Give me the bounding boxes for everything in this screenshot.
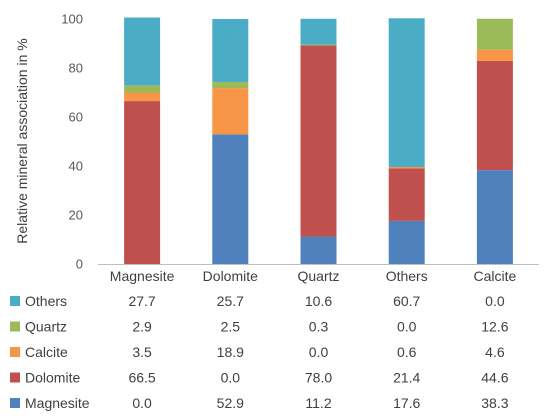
legend-swatch-calcite xyxy=(10,347,20,357)
bar-quartz-dolomite xyxy=(212,81,249,89)
table-cell-others-magnesite: 27.7 xyxy=(128,293,155,309)
y-axis-label: Relative mineral association in % xyxy=(14,38,30,243)
bar-others-quartz xyxy=(300,18,337,45)
category-label-magnesite: Magnesite xyxy=(110,268,175,284)
table-cell-magnesite-others: 17.6 xyxy=(393,395,420,411)
table-cell-dolomite-magnesite: 66.5 xyxy=(128,370,155,386)
table-cell-magnesite-dolomite: 52.9 xyxy=(217,395,244,411)
bar-magnesite-dolomite xyxy=(212,134,249,264)
table-cell-quartz-others: 0.0 xyxy=(397,319,417,335)
table-cell-dolomite-others: 21.4 xyxy=(393,370,420,386)
bar-calcite-calcite xyxy=(476,49,513,61)
table-cell-dolomite-quartz: 78.0 xyxy=(305,370,332,386)
table-cell-quartz-calcite: 12.6 xyxy=(481,319,508,335)
bars xyxy=(124,17,513,264)
y-tick-label: 60 xyxy=(69,110,83,125)
bar-dolomite-magnesite xyxy=(124,101,161,264)
table-cell-calcite-others: 0.6 xyxy=(397,344,417,360)
bar-quartz-calcite xyxy=(476,18,513,50)
table-cell-calcite-calcite: 4.6 xyxy=(485,344,505,360)
category-label-dolomite: Dolomite xyxy=(203,268,258,284)
legend-label-quartz: Quartz xyxy=(25,319,67,335)
y-tick-label: 20 xyxy=(69,208,83,223)
legend-label-others: Others xyxy=(25,293,67,309)
table-cell-others-calcite: 0.0 xyxy=(485,293,505,309)
legend-label-dolomite: Dolomite xyxy=(25,370,80,386)
table-cell-quartz-quartz: 0.3 xyxy=(309,319,329,335)
table-cell-dolomite-dolomite: 0.0 xyxy=(221,370,241,386)
legend-label-calcite: Calcite xyxy=(25,344,68,360)
bar-others-magnesite xyxy=(124,17,161,86)
bar-dolomite-others xyxy=(388,168,425,221)
y-tick-label: 0 xyxy=(76,257,83,272)
category-label-quartz: Quartz xyxy=(297,268,339,284)
bar-calcite-others xyxy=(388,166,425,169)
table-cell-magnesite-calcite: 38.3 xyxy=(481,395,508,411)
bar-others-others xyxy=(388,18,425,167)
y-tick-label: 100 xyxy=(61,12,83,27)
bar-magnesite-quartz xyxy=(300,236,337,264)
bar-quartz-magnesite xyxy=(124,85,161,93)
bar-dolomite-calcite xyxy=(476,60,513,171)
legend-label-magnesite: Magnesite xyxy=(25,395,90,411)
table-cell-magnesite-magnesite: 0.0 xyxy=(132,395,152,411)
legend-swatch-others xyxy=(10,296,20,306)
table-cell-others-quartz: 10.6 xyxy=(305,293,332,309)
bar-magnesite-others xyxy=(388,220,425,264)
bar-dolomite-quartz xyxy=(300,45,337,237)
bar-quartz-quartz xyxy=(300,44,337,46)
table-cell-others-dolomite: 25.7 xyxy=(217,293,244,309)
data-table: Others 27.7 25.7 10.6 60.7 0.0 Quartz 2.9 2.5 0.3… xyxy=(10,293,509,411)
table-cell-dolomite-calcite: 44.6 xyxy=(481,370,508,386)
y-axis-ticks: 0 20 40 60 80 100 xyxy=(61,12,83,272)
legend-swatch-quartz xyxy=(10,321,20,332)
table-cell-quartz-magnesite: 2.9 xyxy=(132,319,152,335)
table-cell-quartz-dolomite: 2.5 xyxy=(221,319,241,335)
category-labels: Magnesite Dolomite Quartz Others Calcite xyxy=(110,268,517,284)
bar-magnesite-calcite xyxy=(476,170,513,264)
bar-calcite-magnesite xyxy=(124,92,161,102)
table-cell-calcite-magnesite: 3.5 xyxy=(132,344,152,360)
table-cell-magnesite-quartz: 11.2 xyxy=(305,395,331,411)
category-label-calcite: Calcite xyxy=(474,268,517,284)
table-cell-calcite-dolomite: 18.9 xyxy=(217,344,244,360)
y-tick-label: 40 xyxy=(69,159,83,174)
bar-others-dolomite xyxy=(212,19,249,82)
legend-swatch-magnesite xyxy=(10,398,20,408)
legend-swatch-dolomite xyxy=(10,372,20,383)
y-tick-label: 80 xyxy=(69,61,83,76)
category-label-others: Others xyxy=(386,268,428,284)
table-cell-calcite-quartz: 0.0 xyxy=(309,344,329,360)
table-cell-others-others: 60.7 xyxy=(393,293,420,309)
bar-calcite-dolomite xyxy=(212,88,249,135)
